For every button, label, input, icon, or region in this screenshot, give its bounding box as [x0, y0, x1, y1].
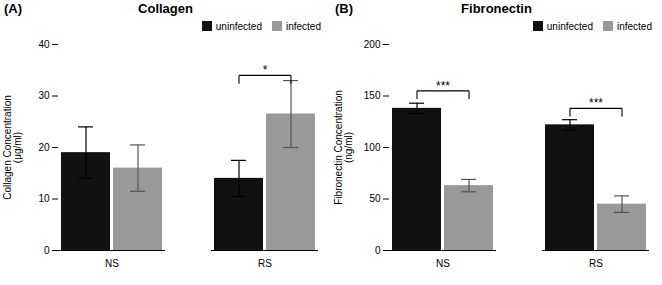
svg-text:200: 200 — [364, 39, 381, 50]
svg-text:100: 100 — [364, 142, 381, 153]
html-text:Fibronectin: Fibronectin — [461, 1, 532, 16]
html-text:infected: infected — [617, 20, 652, 32]
svg-text:***: *** — [589, 96, 603, 110]
svg-text:0: 0 — [375, 245, 381, 256]
html-text:Collagen: Collagen — [138, 1, 193, 16]
html-text:infected: infected — [286, 20, 321, 32]
svg-text:0: 0 — [44, 245, 50, 256]
html-text:uninfected: uninfected — [546, 20, 593, 32]
svg-text:NS: NS — [105, 258, 119, 269]
svg-text:Fibronectin Concentration(ng/m: Fibronectin Concentration(ng/ml) — [333, 90, 354, 205]
svg-text:30: 30 — [38, 90, 50, 101]
html-text:(A): (A) — [4, 1, 22, 16]
svg-text:RS: RS — [258, 258, 272, 269]
svg-text:50: 50 — [369, 193, 381, 204]
svg-text:20: 20 — [38, 142, 50, 153]
svg-text:10: 10 — [38, 193, 50, 204]
html-text:uninfected: uninfected — [215, 20, 262, 32]
svg-text:RS: RS — [589, 258, 603, 269]
svg-text:NS: NS — [436, 258, 450, 269]
svg-text:*: * — [263, 63, 268, 77]
html-text:(B): (B) — [335, 1, 353, 16]
svg-text:40: 40 — [38, 39, 50, 50]
svg-text:Collagen Concentration(μg/ml): Collagen Concentration(μg/ml) — [2, 95, 23, 200]
svg-text:***: *** — [436, 79, 450, 93]
svg-text:150: 150 — [364, 90, 381, 101]
